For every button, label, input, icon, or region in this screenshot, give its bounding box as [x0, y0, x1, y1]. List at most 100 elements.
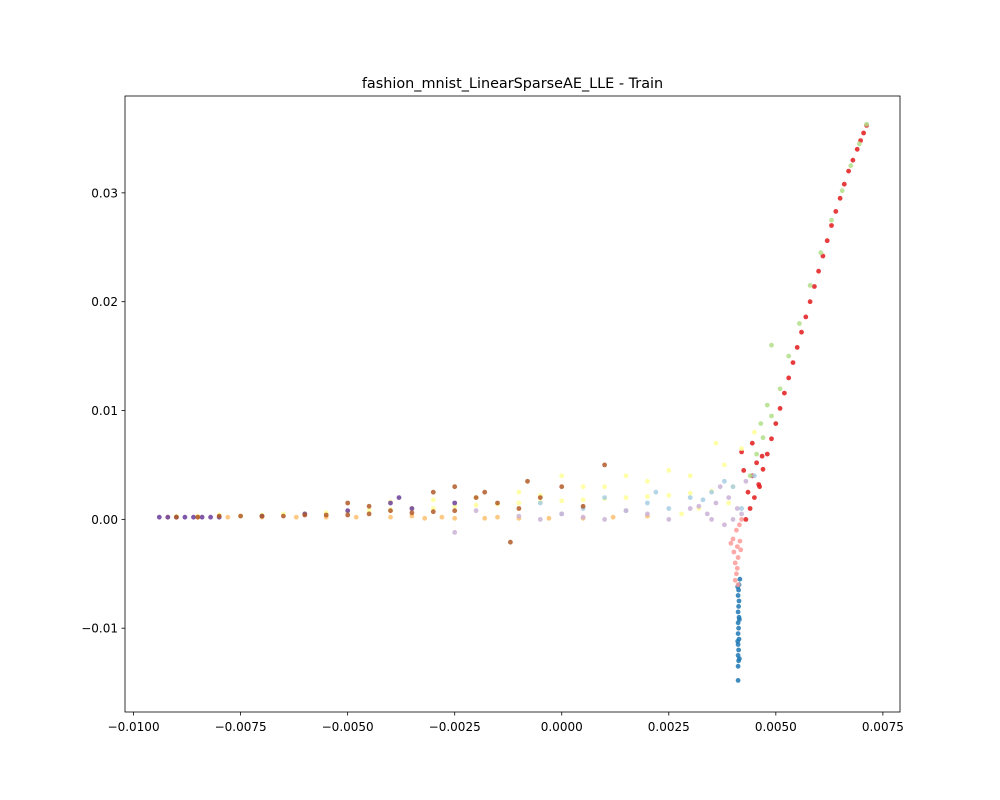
- data-point: [293, 514, 299, 520]
- series-0: [735, 576, 743, 683]
- data-point: [747, 506, 753, 511]
- data-point: [722, 462, 727, 468]
- data-point: [735, 593, 741, 598]
- data-point: [848, 163, 854, 169]
- data-point: [734, 565, 740, 571]
- data-point: [737, 538, 743, 544]
- series-7: [452, 478, 749, 535]
- data-point: [807, 283, 813, 288]
- data-point: [816, 268, 821, 274]
- data-point: [396, 495, 402, 500]
- data-point: [195, 514, 201, 520]
- data-point: [737, 617, 742, 622]
- data-point: [754, 451, 759, 457]
- data-point: [741, 468, 747, 473]
- data-point: [864, 121, 869, 127]
- data-point: [735, 663, 741, 669]
- data-point: [388, 500, 393, 506]
- series-9: [174, 462, 607, 545]
- x-tick-label: −0.0100: [108, 720, 160, 734]
- data-point: [687, 473, 693, 479]
- data-point: [610, 514, 616, 520]
- data-point: [345, 508, 351, 514]
- data-point: [752, 495, 757, 500]
- x-tick-label: −0.0050: [322, 720, 374, 734]
- data-point: [713, 500, 719, 506]
- data-point: [797, 321, 802, 326]
- x-tick-label: 0.0000: [541, 720, 583, 734]
- data-point: [156, 514, 162, 520]
- data-point: [302, 512, 308, 518]
- y-tick-label: 0.02: [91, 295, 118, 309]
- data-point: [602, 495, 607, 500]
- data-point: [537, 517, 543, 522]
- data-point: [734, 544, 740, 549]
- data-point: [473, 495, 479, 500]
- data-point: [730, 484, 736, 490]
- data-point: [773, 421, 779, 426]
- data-point: [769, 413, 774, 419]
- series-3: [747, 121, 869, 479]
- data-point: [559, 498, 565, 504]
- data-point: [208, 514, 214, 520]
- data-point: [777, 386, 783, 392]
- data-point: [722, 478, 727, 484]
- data-point: [165, 514, 171, 520]
- data-point: [452, 530, 458, 535]
- data-point: [760, 435, 766, 441]
- points-layer: [156, 121, 869, 683]
- x-tick-label: −0.0025: [429, 720, 481, 734]
- data-point: [580, 514, 586, 520]
- data-point: [739, 506, 744, 511]
- data-point: [799, 329, 804, 335]
- data-point: [388, 514, 393, 520]
- data-point: [259, 513, 265, 519]
- data-point: [495, 500, 500, 506]
- data-point: [752, 473, 757, 479]
- data-point: [777, 406, 783, 411]
- data-point: [743, 478, 749, 484]
- data-point: [737, 656, 742, 662]
- data-point: [473, 508, 479, 514]
- data-point: [737, 522, 742, 528]
- y-tick-label: 0.01: [91, 404, 118, 418]
- data-point: [709, 517, 714, 522]
- plot-area: [125, 96, 900, 712]
- data-point: [726, 495, 732, 500]
- data-point: [645, 511, 650, 517]
- data-point: [760, 466, 766, 472]
- data-point: [345, 512, 351, 518]
- data-point: [769, 342, 774, 348]
- data-point: [850, 157, 856, 163]
- data-point: [452, 515, 458, 521]
- data-point: [602, 484, 607, 490]
- data-point: [735, 678, 741, 683]
- data-point: [216, 513, 222, 519]
- data-point: [452, 500, 458, 506]
- data-point: [803, 314, 809, 320]
- data-point: [732, 577, 738, 583]
- data-point: [704, 511, 710, 517]
- data-point: [687, 490, 693, 496]
- data-point: [722, 522, 727, 528]
- axes-frame: [124, 95, 901, 713]
- data-point: [730, 536, 736, 542]
- data-point: [182, 514, 188, 520]
- data-point: [764, 451, 770, 457]
- data-point: [739, 511, 744, 517]
- data-point: [739, 517, 744, 522]
- data-point: [666, 493, 672, 498]
- data-point: [679, 511, 684, 517]
- data-point: [749, 440, 755, 446]
- data-point: [854, 146, 860, 152]
- data-point: [409, 510, 415, 516]
- data-point: [366, 503, 372, 509]
- data-point: [794, 345, 800, 350]
- data-point: [452, 484, 458, 490]
- data-point: [559, 473, 565, 479]
- data-point: [734, 571, 739, 577]
- data-point: [537, 495, 543, 500]
- data-point: [841, 181, 847, 187]
- data-point: [829, 223, 834, 228]
- data-point: [580, 497, 586, 503]
